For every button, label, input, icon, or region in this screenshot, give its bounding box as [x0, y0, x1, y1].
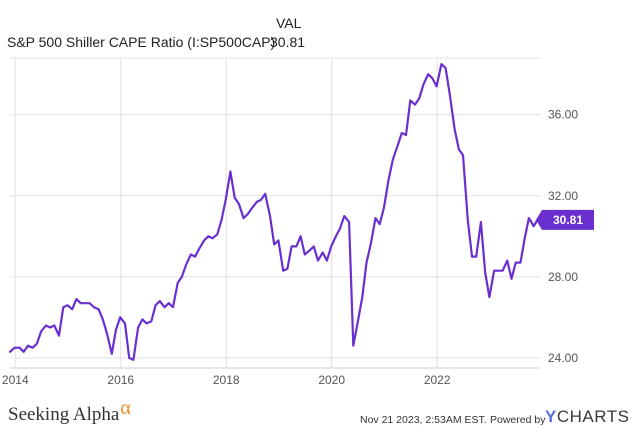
- x-tick-label: 2014: [2, 373, 29, 387]
- x-tick-label: 2018: [213, 373, 240, 387]
- y-axis-ticks: 24.00 28.00 32.00 36.00: [548, 108, 578, 365]
- vertical-gridlines: [14, 58, 438, 368]
- plot-border: [10, 57, 540, 369]
- ycharts-mark-icon: Y: [545, 407, 557, 426]
- y-tick-label: 24.00: [548, 351, 578, 365]
- ycharts-wordmark: CHARTS: [556, 407, 630, 426]
- ycharts-logo[interactable]: YCHARTS: [545, 407, 629, 427]
- y-tick-label: 28.00: [548, 270, 578, 284]
- x-axis-ticks: 2014 2016 2018 2020 2022: [2, 373, 451, 387]
- last-value-badge-bg: [536, 209, 594, 230]
- last-value-badge: 30.81: [536, 209, 594, 230]
- legend-series-value: 30.81: [270, 34, 306, 50]
- series-line: [8, 62, 539, 361]
- x-tick-label: 2020: [318, 373, 345, 387]
- last-value-badge-text: 30.81: [553, 213, 583, 227]
- alpha-icon: α: [120, 397, 131, 419]
- y-tick-label: 32.00: [548, 189, 578, 203]
- x-tick-label: 2022: [424, 373, 451, 387]
- powered-by-label: Powered by: [490, 414, 546, 426]
- seeking-alpha-logo[interactable]: Seeking Alphaα: [8, 397, 131, 426]
- legend-series-name: S&P 500 Shiller CAPE Ratio (I:SP500CAP): [7, 34, 276, 50]
- x-tick-label: 2016: [107, 373, 134, 387]
- timestamp: Nov 21 2023, 2:53AM EST.: [360, 414, 487, 426]
- legend-header: VAL: [276, 15, 302, 31]
- brand-name: Seeking Alpha: [8, 404, 120, 425]
- y-tick-label: 36.00: [548, 108, 578, 122]
